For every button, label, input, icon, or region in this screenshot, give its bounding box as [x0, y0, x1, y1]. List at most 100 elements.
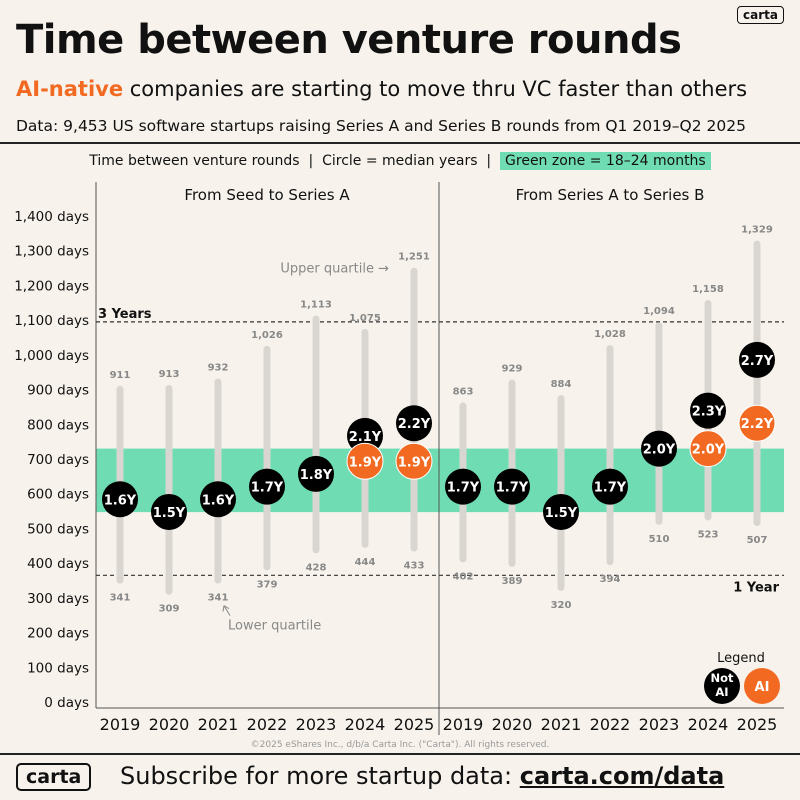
x-tick-label: 2022	[590, 715, 631, 734]
median-label-not-ai: 1.7Y	[251, 481, 284, 496]
upper-quartile-label: 863	[453, 386, 474, 397]
y-tick-label: 1,000 days	[14, 348, 89, 364]
median-label-not-ai: 2.0Y	[643, 443, 676, 458]
legend-not-ai-label-1: Not	[710, 671, 734, 685]
upper-quartile-label: 1,028	[594, 329, 626, 340]
median-label-not-ai: 1.7Y	[594, 481, 627, 496]
median-label-ai: 1.9Y	[349, 455, 382, 470]
footer-cta: Subscribe for more startup data: carta.c…	[120, 760, 724, 792]
quartile-bar	[165, 385, 173, 595]
lower-quartile-label: 389	[502, 576, 523, 587]
median-dot-not-ai	[690, 392, 726, 429]
y-tick-label: 1,300 days	[14, 244, 89, 260]
lower-quartile-label: 379	[257, 579, 278, 590]
legend-ai-label: AI	[755, 680, 770, 695]
y-tick-label: 0 days	[44, 695, 89, 711]
median-label-not-ai: 1.5Y	[545, 506, 578, 521]
x-tick-label: 2019	[100, 715, 141, 734]
upper-quartile-label: 1,158	[692, 284, 724, 295]
quartile-bar	[606, 345, 614, 566]
footer-logo: carta	[16, 763, 92, 791]
x-tick-label: 2021	[198, 715, 239, 734]
lower-quartile-label: 320	[551, 600, 572, 611]
x-tick-label: 2019	[443, 715, 484, 734]
median-dot-not-ai	[347, 417, 383, 454]
median-dot-not-ai	[494, 468, 530, 505]
upper-quartile-label: 1,329	[741, 225, 773, 236]
green-zone	[96, 448, 784, 513]
y-tick-label: 800 days	[27, 417, 89, 433]
median-dot-not-ai	[543, 493, 579, 530]
median-label-not-ai: 1.7Y	[447, 481, 480, 496]
lower-quartile-label: 428	[306, 562, 327, 573]
y-tick-label: 600 days	[27, 487, 89, 503]
upper-quartile-label: 1,026	[251, 330, 283, 341]
quartile-bar	[557, 395, 565, 591]
upper-quartile-label: 911	[110, 370, 131, 381]
median-dot-not-ai	[249, 468, 285, 505]
data-note: Data: 9,453 US software startups raising…	[16, 117, 746, 135]
y-tick-label: 200 days	[27, 626, 89, 642]
footer-cta-link[interactable]: carta.com/data	[519, 762, 725, 790]
quartile-bar	[312, 315, 320, 554]
legend-ai-dot	[744, 668, 780, 704]
panel-title: From Seed to Series A	[184, 186, 350, 204]
legend-line-part2: Circle = median years	[322, 153, 478, 169]
median-label-ai: 1.9Y	[398, 455, 431, 470]
quartile-bar	[214, 378, 222, 584]
annotation-lower-quartile: Lower quartile	[228, 619, 321, 634]
y-tick-label: 1,200 days	[14, 278, 89, 294]
median-dot-not-ai	[592, 468, 628, 505]
reference-label: 3 Years	[98, 307, 152, 322]
median-label-not-ai: 1.6Y	[104, 493, 137, 508]
legend-title: Legend	[717, 651, 765, 666]
lower-quartile-label: 341	[208, 593, 229, 604]
y-tick-label: 1,400 days	[14, 209, 89, 225]
x-tick-label: 2023	[639, 715, 680, 734]
median-dot-not-ai	[200, 481, 236, 518]
lower-quartile-label: 341	[110, 593, 131, 604]
lower-quartile-label: 510	[649, 534, 670, 545]
x-tick-label: 2020	[149, 715, 190, 734]
panel-title: From Series A to Series B	[516, 186, 705, 204]
median-label-not-ai: 2.3Y	[692, 405, 725, 420]
lower-quartile-label: 444	[355, 557, 376, 568]
median-dot-not-ai	[641, 430, 677, 467]
median-dot-not-ai	[739, 341, 775, 378]
median-dot-not-ai	[298, 455, 334, 492]
annotation-arrow	[222, 605, 231, 616]
header-divider	[0, 142, 800, 144]
x-tick-label: 2021	[541, 715, 582, 734]
legend-line-part1: Time between venture rounds	[89, 153, 300, 169]
x-tick-label: 2024	[688, 715, 729, 734]
median-dot-not-ai	[102, 481, 138, 518]
x-tick-label: 2024	[345, 715, 386, 734]
median-label-not-ai: 2.2Y	[398, 417, 431, 432]
x-tick-label: 2025	[394, 715, 435, 734]
median-label-ai: 2.0Y	[692, 443, 725, 458]
median-label-not-ai: 1.6Y	[202, 493, 235, 508]
y-tick-label: 300 days	[27, 591, 89, 607]
legend-not-ai-label-2: AI	[715, 685, 728, 699]
upper-quartile-label: 1,075	[349, 313, 381, 324]
chart-legend-line: Time between venture rounds | Circle = m…	[0, 150, 800, 172]
median-label-not-ai: 1.7Y	[496, 481, 529, 496]
lower-quartile-label: 402	[453, 571, 474, 582]
median-dot-ai	[689, 430, 727, 468]
upper-quartile-label: 884	[551, 379, 572, 390]
quartile-bar	[263, 345, 271, 571]
y-tick-label: 500 days	[27, 521, 89, 537]
subtitle: AI-native companies are starting to move…	[16, 74, 747, 104]
upper-quartile-label: 932	[208, 362, 229, 373]
median-dot-ai	[395, 442, 433, 480]
y-tick-label: 1,100 days	[14, 313, 89, 329]
y-tick-label: 900 days	[27, 383, 89, 399]
legend-not-ai-dot	[704, 668, 740, 704]
footer-cta-text: Subscribe for more startup data:	[120, 762, 520, 790]
lower-quartile-label: 394	[600, 574, 621, 585]
median-dot-not-ai	[151, 493, 187, 530]
x-tick-label: 2020	[492, 715, 533, 734]
median-label-not-ai: 1.5Y	[153, 506, 186, 521]
annotation-upper-quartile: Upper quartile →	[280, 262, 389, 277]
